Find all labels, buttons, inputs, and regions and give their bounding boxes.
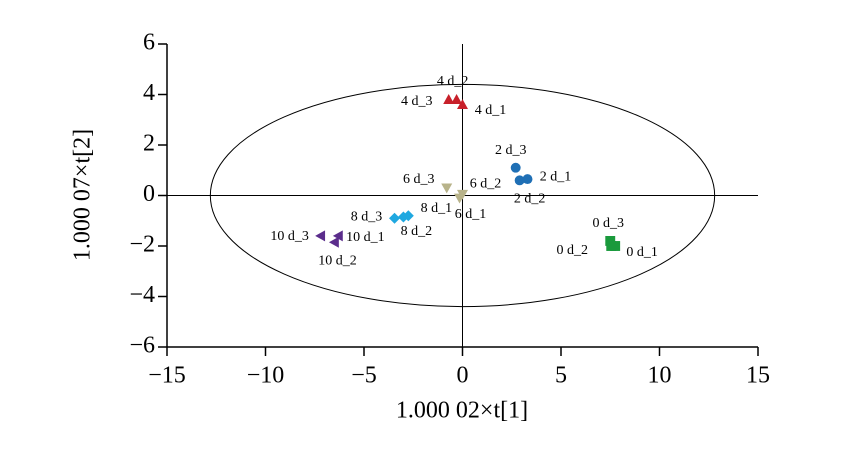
- y-tick-label: 4: [143, 80, 155, 106]
- point-label: 4 d_2: [437, 74, 469, 89]
- point-label: 0 d_3: [593, 216, 625, 231]
- data-point: [443, 94, 455, 104]
- y-axis-title: 1.000 07×t[2]: [70, 129, 96, 261]
- x-tick-label: 15: [746, 363, 770, 389]
- x-tick-label: −10: [247, 363, 285, 389]
- x-tick-label: 5: [555, 363, 567, 389]
- x-tick-label: 10: [648, 363, 672, 389]
- y-tick-label: 0: [143, 181, 155, 207]
- point-label: 10 d_3: [270, 229, 309, 244]
- data-point: [522, 174, 533, 185]
- data-point: [605, 236, 616, 246]
- point-label: 6 d_3: [403, 172, 435, 187]
- point-label: 8 d_3: [351, 209, 383, 224]
- point-label: 10 d_1: [346, 230, 385, 245]
- y-tick-label: 6: [143, 30, 155, 56]
- point-label: 0 d_1: [626, 245, 658, 260]
- data-point: [397, 211, 409, 223]
- y-tick-label: −6: [129, 333, 155, 359]
- point-label: 10 d_2: [318, 253, 357, 268]
- y-tick-label: −2: [129, 232, 155, 258]
- data-point: [441, 183, 453, 194]
- data-point: [451, 94, 463, 104]
- data-point: [514, 175, 525, 186]
- x-tick-label: 0: [457, 363, 469, 389]
- data-point: [457, 189, 468, 200]
- data-point: [389, 212, 401, 224]
- x-tick-label: −5: [351, 363, 377, 389]
- point-label: 4 d_1: [475, 103, 507, 118]
- x-tick-label: −15: [148, 363, 186, 389]
- data-point: [606, 241, 617, 251]
- data-point: [315, 230, 326, 242]
- point-label: 0 d_2: [556, 243, 588, 258]
- point-label: 8 d_1: [421, 201, 453, 216]
- point-label: 4 d_3: [401, 94, 433, 109]
- y-tick-label: 2: [143, 131, 155, 157]
- point-label: 6 d_1: [455, 207, 487, 222]
- data-point: [332, 230, 343, 242]
- point-label: 2 d_3: [495, 143, 527, 158]
- data-point: [328, 236, 339, 248]
- data-point: [457, 99, 468, 109]
- point-label: 8 d_2: [401, 224, 433, 239]
- x-axis-title: 1.000 02×t[1]: [396, 398, 528, 424]
- point-label: 2 d_2: [514, 192, 546, 207]
- point-label: 2 d_1: [540, 169, 572, 184]
- point-label: 6 d_2: [470, 176, 502, 191]
- data-point: [510, 162, 521, 173]
- y-tick-label: −4: [129, 282, 155, 308]
